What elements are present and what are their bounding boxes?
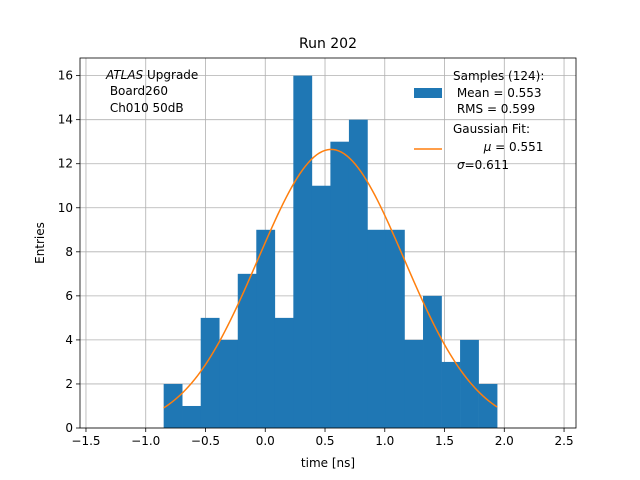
- histogram-bar-7: [293, 75, 313, 428]
- legend-fit-title: Gaussian Fit:: [453, 122, 530, 136]
- y-axis-label: Entries: [33, 222, 47, 264]
- histogram-bar-0: [163, 383, 183, 428]
- histogram-bar-8: [311, 185, 331, 428]
- x-axis-ticks: −1.5 −1.0 −0.5 0.0 0.5 1.0 1.5 2.0 2.5: [71, 428, 574, 448]
- y-tick-label-0: 0: [65, 421, 73, 435]
- gaussian-fit: [163, 148, 498, 409]
- legend: Samples (124): Mean = 0.553 RMS = 0.599 …: [414, 69, 562, 172]
- x-tick-label-2: −0.5: [191, 434, 220, 448]
- chart-title: Run 202: [299, 36, 357, 52]
- annotation-line-3: Ch010 50dB: [106, 101, 184, 115]
- legend-samples-mean: Mean = 0.553: [453, 86, 542, 100]
- y-tick-label-7: 14: [58, 113, 73, 127]
- annotation: ATLAS Upgrade Board260 Ch010 50dB: [105, 68, 198, 115]
- x-tick-label-4: 0.5: [315, 434, 334, 448]
- y-tick-label-2: 4: [65, 333, 73, 347]
- legend-samples-swatch: [414, 88, 442, 98]
- legend-fit-mu: μ = 0.551: [457, 140, 562, 154]
- x-tick-label-3: 0.0: [256, 434, 275, 448]
- histogram-bar-3: [219, 339, 239, 428]
- x-axis-label: time [ns]: [301, 456, 355, 470]
- x-tick-label-5: 1.0: [375, 434, 394, 448]
- histogram-bar-13: [404, 339, 424, 428]
- x-tick-label-7: 2.0: [495, 434, 514, 448]
- x-tick-label-6: 1.5: [435, 434, 454, 448]
- x-tick-label-0: −1.5: [71, 434, 100, 448]
- histogram-bar-11: [367, 229, 387, 428]
- histogram-bar-5: [256, 229, 276, 428]
- y-tick-label-1: 2: [65, 377, 73, 391]
- y-axis-ticks: 0 2 4 6 8 10 12 14 16: [58, 69, 80, 435]
- histogram-bar-17: [478, 383, 498, 428]
- histogram-bar-4: [237, 273, 257, 428]
- annotation-atlas: ATLAS: [105, 68, 144, 82]
- legend-samples-rms: RMS = 0.599: [453, 102, 535, 116]
- legend-fit-sigma: σ=0.611: [457, 158, 509, 172]
- annotation-upgrade: Upgrade: [143, 68, 198, 82]
- annotation-line-1: ATLAS Upgrade: [105, 68, 198, 82]
- legend-mu-symbol: μ: [483, 140, 492, 154]
- legend-sigma-symbol: σ: [457, 158, 465, 172]
- histogram-bar-12: [385, 229, 405, 428]
- y-tick-label-5: 10: [58, 201, 73, 215]
- histogram-bar-14: [423, 295, 442, 428]
- legend-sigma-value: =0.611: [465, 158, 509, 172]
- histogram-bar-10: [348, 119, 368, 429]
- histogram-bar-16: [460, 339, 479, 428]
- histogram-bar-2: [200, 317, 220, 428]
- y-tick-label-6: 12: [58, 157, 73, 171]
- y-tick-label-8: 16: [58, 69, 73, 83]
- histogram-bar-6: [274, 317, 294, 428]
- x-tick-label-8: 2.5: [555, 434, 574, 448]
- legend-mu-value: = 0.551: [491, 140, 543, 154]
- plot-area-frame: [79, 57, 577, 429]
- y-tick-label-3: 6: [65, 289, 73, 303]
- histogram-bars: [163, 75, 498, 429]
- histogram-bar-9: [330, 141, 350, 428]
- x-tick-label-1: −1.0: [131, 434, 160, 448]
- annotation-line-2: Board260: [106, 84, 168, 98]
- histogram-bar-1: [182, 405, 202, 428]
- gaussian-fit-curve: [163, 148, 498, 409]
- y-tick-label-4: 8: [65, 245, 73, 259]
- histogram-bar-15: [441, 361, 461, 428]
- legend-samples-title: Samples (124):: [453, 69, 544, 83]
